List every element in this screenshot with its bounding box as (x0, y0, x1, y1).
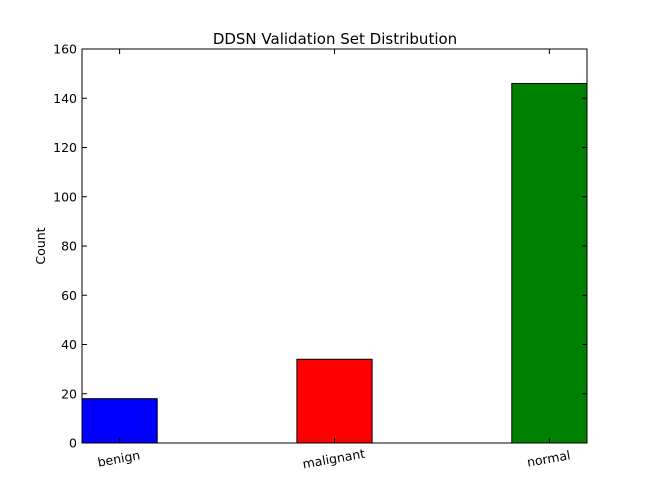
y-tick-label: 140 (53, 91, 77, 106)
y-tick-label: 80 (61, 239, 77, 254)
bar-benign (81, 398, 158, 444)
plot-area-frame (81, 48, 588, 444)
y-tick-label: 60 (61, 288, 77, 303)
y-tick-label: 40 (61, 337, 77, 352)
chart-title: DDSN Validation Set Distribution (213, 30, 457, 48)
x-tick-label-benign: benign (96, 447, 141, 469)
y-ticks-group: 0 20 40 60 80 100 120 140 160 (53, 42, 587, 451)
bars-group (81, 82, 588, 444)
x-tick-label-normal: normal (526, 447, 572, 469)
y-tick-label: 160 (53, 42, 77, 57)
y-tick-label: 20 (61, 386, 77, 401)
x-tick-label-malignant: malignant (301, 446, 366, 472)
bar-normal (511, 82, 588, 444)
bar-malignant (296, 358, 373, 444)
y-axis-label: Count (33, 227, 48, 264)
y-tick-label: 100 (53, 189, 77, 204)
y-tick-label: 0 (69, 436, 77, 451)
y-tick-label: 120 (53, 140, 77, 155)
